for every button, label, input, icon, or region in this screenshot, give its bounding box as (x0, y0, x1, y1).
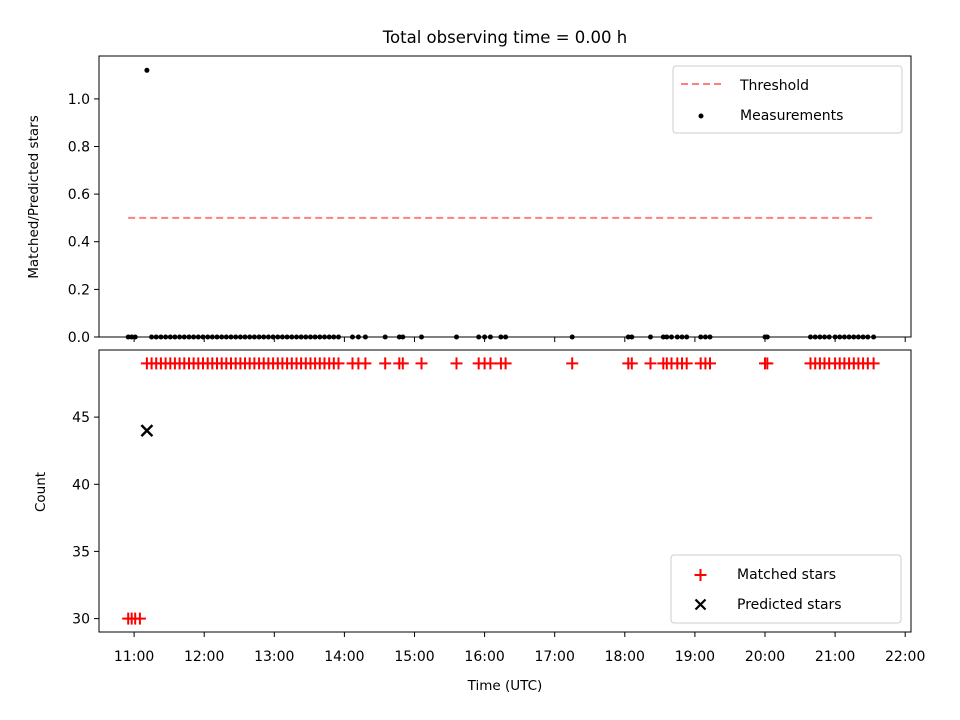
threshold-legend-label: Threshold (739, 78, 809, 94)
x-tick-label: 17:00 (535, 649, 575, 665)
x-tick-label: 18:00 (605, 649, 645, 665)
x-tick-label: 13:00 (254, 649, 294, 665)
y-tick-label: 30 (72, 612, 90, 628)
matched-star-marker (644, 357, 657, 370)
matched-star-marker (566, 357, 579, 370)
x-tick-label: 16:00 (464, 649, 504, 665)
y-tick-label: 40 (72, 477, 90, 493)
measurement-point (144, 67, 150, 73)
top-legend-box (672, 65, 903, 134)
bottom-legend-box (670, 554, 902, 624)
chart-title: Total observing time = 0.00 h (382, 28, 627, 47)
measurements-legend-label: Measurements (740, 108, 843, 124)
bottom-legend: Matched stars Predicted stars (670, 554, 902, 624)
matched-star-marker (484, 357, 497, 370)
y-tick-label: 0.2 (68, 282, 90, 298)
x-tick-label: 15:00 (394, 649, 434, 665)
y-tick-label: 35 (72, 544, 90, 560)
measurements-legend-swatch (698, 113, 704, 119)
matched-star-marker (704, 357, 716, 370)
predicted-stars-legend-swatch (694, 598, 707, 611)
bottom-panel-plot-area: 30 35 40 45 11:00 12:00 13:00 14:00 15:00 16:00 17… (72, 349, 925, 665)
x-tick-label: 21:00 (815, 649, 855, 665)
top-panel-plot-area: 0.0 0.2 0.4 0.6 0.8 1.0 (68, 55, 912, 346)
matched-star-marker (396, 357, 409, 370)
x-tick-label: 22:00 (885, 649, 925, 665)
matched-stars-legend-swatch (694, 569, 707, 581)
top-legend: Threshold Measurements (672, 65, 903, 134)
matched-star-marker (450, 357, 463, 370)
bottom-y-axis-label: Count (33, 472, 49, 512)
x-axis-label: Time (UTC) (467, 678, 543, 694)
matched-star-marker (761, 357, 774, 370)
x-tick-label: 20:00 (745, 649, 785, 665)
x-tick-label: 11:00 (114, 649, 154, 665)
matched-star-marker (499, 357, 512, 370)
predicted-stars-legend-label: Predicted stars (737, 597, 842, 613)
predicted-star-marker (140, 424, 154, 437)
y-tick-label: 45 (72, 410, 90, 426)
matched-star-marker (379, 357, 392, 370)
bottom-axes-frame (98, 349, 912, 633)
y-tick-label: 0.6 (68, 187, 90, 203)
x-tick-label: 19:00 (675, 649, 715, 665)
x-tick-label: 14:00 (324, 649, 364, 665)
matched-star-marker (359, 357, 372, 370)
matched-star-marker (415, 357, 428, 370)
x-tick-label: 12:00 (184, 649, 224, 665)
top-axes-frame (98, 55, 912, 338)
matched-star-marker (867, 357, 880, 370)
marker-stroke (140, 424, 154, 437)
top-y-axis-label: Matched/Predicted stars (26, 115, 42, 278)
matched-star-marker (133, 612, 146, 625)
matched-star-marker (680, 357, 693, 370)
matched-stars-legend-label: Matched stars (737, 567, 836, 583)
y-tick-label: 0.4 (68, 235, 90, 251)
y-tick-label: 0.8 (68, 140, 90, 156)
y-tick-label: 0.0 (68, 330, 90, 346)
matched-star-marker (332, 357, 345, 370)
y-tick-label: 1.0 (68, 92, 90, 108)
matched-star-marker (625, 357, 638, 370)
